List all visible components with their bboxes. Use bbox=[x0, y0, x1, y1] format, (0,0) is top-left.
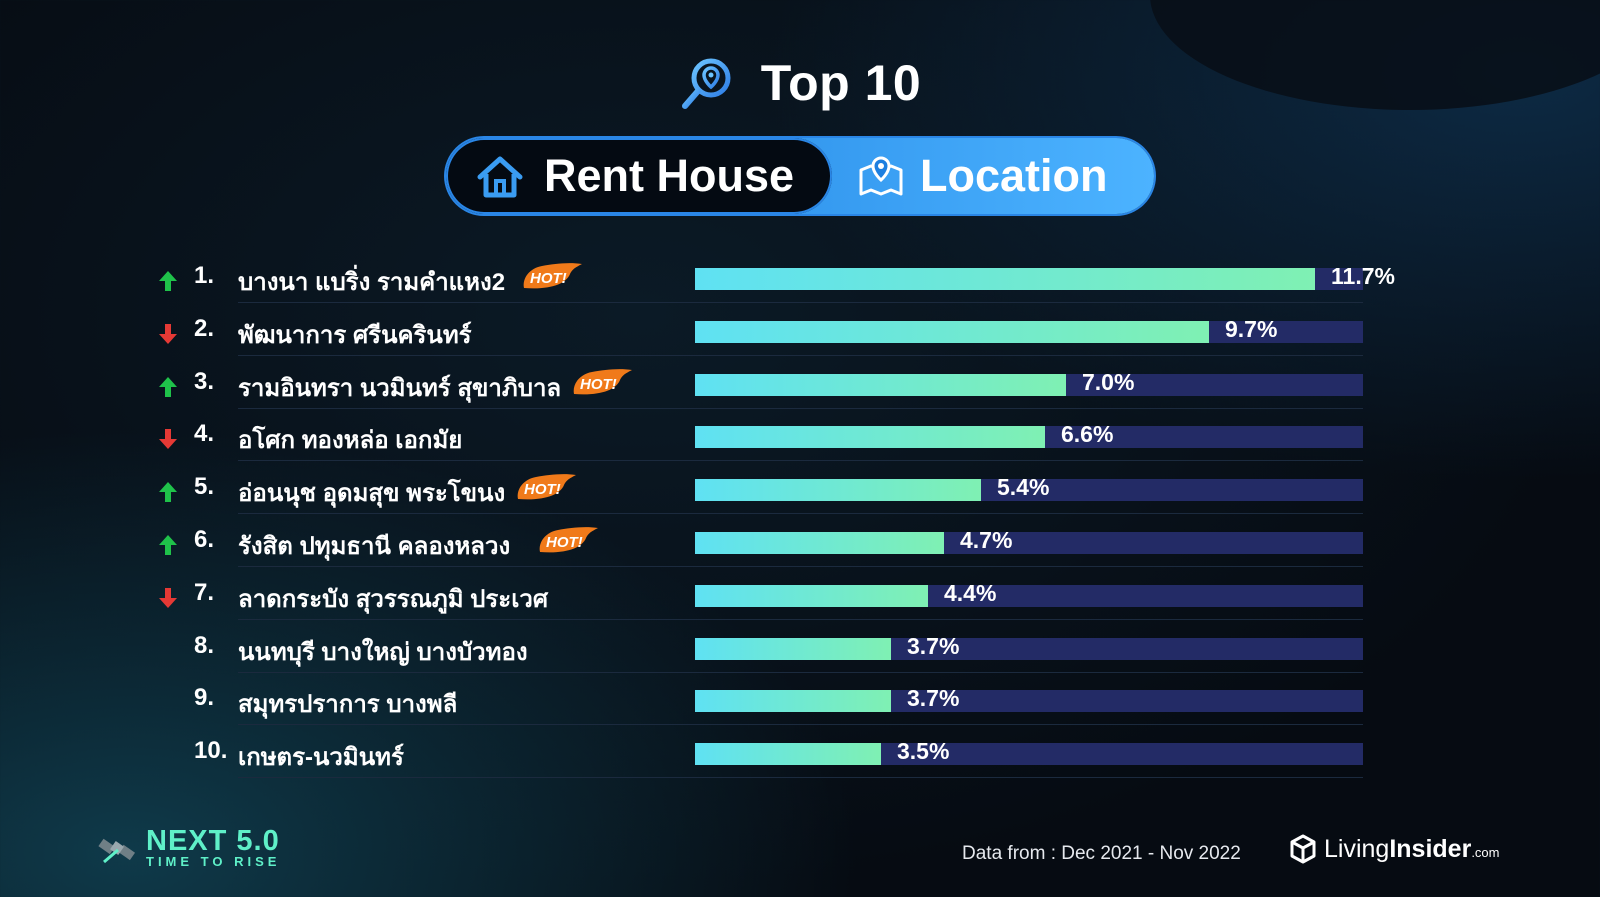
value-label: 7.0% bbox=[1082, 368, 1135, 395]
brand-light: Living bbox=[1324, 834, 1390, 863]
hot-badge-label: HOT! bbox=[530, 270, 567, 287]
map-pin-icon bbox=[859, 156, 903, 196]
value-label: 3.5% bbox=[897, 738, 950, 765]
chart-row: 1. บางนา แบริ่ง รามคำแหง2 HOT! 11.7% bbox=[0, 254, 1600, 306]
row-divider bbox=[238, 777, 1363, 779]
bar bbox=[695, 532, 944, 554]
rank-label: 7. bbox=[194, 578, 215, 606]
row-divider bbox=[238, 302, 1363, 303]
hot-badge-icon: HOT! bbox=[539, 527, 598, 553]
arrow-up-icon bbox=[159, 271, 177, 291]
next-title: NEXT 5.0 bbox=[146, 825, 280, 857]
row-divider bbox=[238, 460, 1363, 462]
chart-row: 8. นนทบุรี บางใหญ่ บางบัวทอง 3.7% bbox=[0, 624, 1600, 676]
chart-row: 2. พัฒนาการ ศรีนครินทร์ 9.7% bbox=[0, 307, 1600, 359]
row-divider bbox=[238, 618, 1363, 620]
category-label: อโศก ทองหล่อ เอกมัย bbox=[238, 427, 463, 455]
category-label: รังสิต ปทุมธานี คลองหลวง bbox=[238, 533, 511, 560]
data-range-note: Data from : Dec 2021 - Nov 2022 bbox=[962, 843, 1241, 864]
bar bbox=[695, 637, 891, 660]
row-divider bbox=[238, 513, 1363, 515]
chart-row: 7. ลาดกระบัง สุวรรณภูมิ ประเวศ 4.4% bbox=[0, 571, 1600, 623]
value-label: 4.4% bbox=[944, 579, 997, 606]
rank-label: 8. bbox=[194, 631, 215, 659]
brand-suffix: .com bbox=[1471, 844, 1500, 860]
value-label: 3.7% bbox=[907, 685, 960, 712]
rank-label: 5. bbox=[194, 473, 215, 501]
hot-badge-icon: HOT! bbox=[573, 368, 632, 394]
hot-badge-icon: HOT! bbox=[517, 474, 576, 500]
bar bbox=[695, 320, 1209, 343]
rank-label: 6. bbox=[194, 526, 215, 553]
tab-rent-house[interactable]: Rent House bbox=[446, 138, 832, 214]
tab-location-label: Location bbox=[920, 150, 1108, 201]
category-label: สมุทรปราการ บางพลี bbox=[238, 691, 458, 719]
value-label: 6.6% bbox=[1061, 421, 1114, 448]
hot-badge-icon: HOT! bbox=[523, 263, 582, 289]
arrow-up-icon bbox=[159, 535, 177, 555]
arrow-down-icon bbox=[159, 323, 177, 344]
hot-badge-label: HOT! bbox=[524, 481, 561, 498]
page-title: Top 10 bbox=[760, 55, 922, 111]
location-search-icon bbox=[681, 58, 731, 109]
chart-row: 4. อโศก ทองหล่อ เอกมัย 6.6% bbox=[0, 412, 1600, 464]
house-icon bbox=[477, 156, 523, 198]
tab-location[interactable]: Location bbox=[858, 138, 1108, 214]
livinginsider-logo: LivingInsider.com bbox=[1290, 834, 1499, 864]
bar bbox=[695, 690, 891, 713]
satellite-icon bbox=[98, 838, 136, 864]
row-divider bbox=[238, 724, 1363, 726]
rank-label: 2. bbox=[194, 314, 215, 342]
brand-name: LivingInsider.com bbox=[1324, 835, 1499, 864]
bar bbox=[695, 479, 981, 502]
value-label: 9.7% bbox=[1225, 315, 1278, 342]
row-divider bbox=[238, 354, 1363, 356]
value-label: 4.7% bbox=[960, 527, 1013, 553]
arrow-up-icon bbox=[159, 376, 177, 397]
rank-label: 10. bbox=[194, 737, 228, 765]
rank-label: 1. bbox=[194, 262, 215, 289]
chart-row: 6. รังสิต ปทุมธานี คลองหลวง HOT! 4.7% bbox=[0, 518, 1600, 570]
row-divider bbox=[238, 566, 1363, 567]
category-label: รามอินทรา นวมินทร์ สุขาภิบาล bbox=[238, 374, 562, 402]
rank-label: 3. bbox=[194, 367, 215, 395]
value-label: 5.4% bbox=[997, 474, 1050, 501]
brand-bold: Insider bbox=[1389, 834, 1472, 863]
row-divider bbox=[238, 671, 1363, 673]
value-label: 3.7% bbox=[907, 632, 960, 659]
arrow-down-icon bbox=[159, 429, 177, 450]
category-label: นนทบุรี บางใหญ่ บางบัวทอง bbox=[238, 638, 528, 666]
category-label: บางนา แบริ่ง รามคำแหง2 bbox=[238, 269, 506, 296]
rank-label: 4. bbox=[194, 420, 215, 448]
bar bbox=[695, 584, 928, 607]
bar bbox=[695, 268, 1315, 290]
category-label: อ่อนนุช อุดมสุข พระโขนง bbox=[238, 480, 506, 508]
chart-row: 5. อ่อนนุช อุดมสุข พระโขนง HOT! 5.4% bbox=[0, 465, 1600, 517]
category-label: เกษตร-นวมินทร์ bbox=[238, 744, 404, 772]
header: Top 10 bbox=[0, 48, 1600, 118]
chart-row: 10. เกษตร-นวมินทร์ 3.5% bbox=[0, 729, 1600, 781]
tab-rent-house-label: Rent House bbox=[544, 150, 795, 201]
category-label: พัฒนาการ ศรีนครินทร์ bbox=[238, 321, 472, 349]
chart-row: 9. สมุทรปราการ บางพลี 3.7% bbox=[0, 676, 1600, 728]
arrow-up-icon bbox=[159, 482, 177, 503]
arrow-down-icon bbox=[159, 587, 177, 608]
bar bbox=[695, 743, 881, 766]
chart-row: 3. รามอินทรา นวมินทร์ สุขาภิบาล HOT! 7.0% bbox=[0, 360, 1600, 412]
livinginsider-cube-icon bbox=[1290, 834, 1316, 864]
next-logo: NEXT 5.0 TIME TO RISE bbox=[98, 822, 280, 874]
value-label: 11.7% bbox=[1331, 263, 1395, 289]
rank-label: 9. bbox=[194, 684, 215, 712]
category-label: ลาดกระบัง สุวรรณภูมิ ประเวศ bbox=[238, 585, 549, 613]
next-subtitle: TIME TO RISE bbox=[146, 854, 281, 869]
bar bbox=[695, 373, 1066, 396]
row-divider bbox=[238, 407, 1363, 409]
hot-badge-label: HOT! bbox=[580, 376, 617, 393]
hot-badge-label: HOT! bbox=[546, 534, 583, 551]
bar bbox=[695, 426, 1045, 449]
